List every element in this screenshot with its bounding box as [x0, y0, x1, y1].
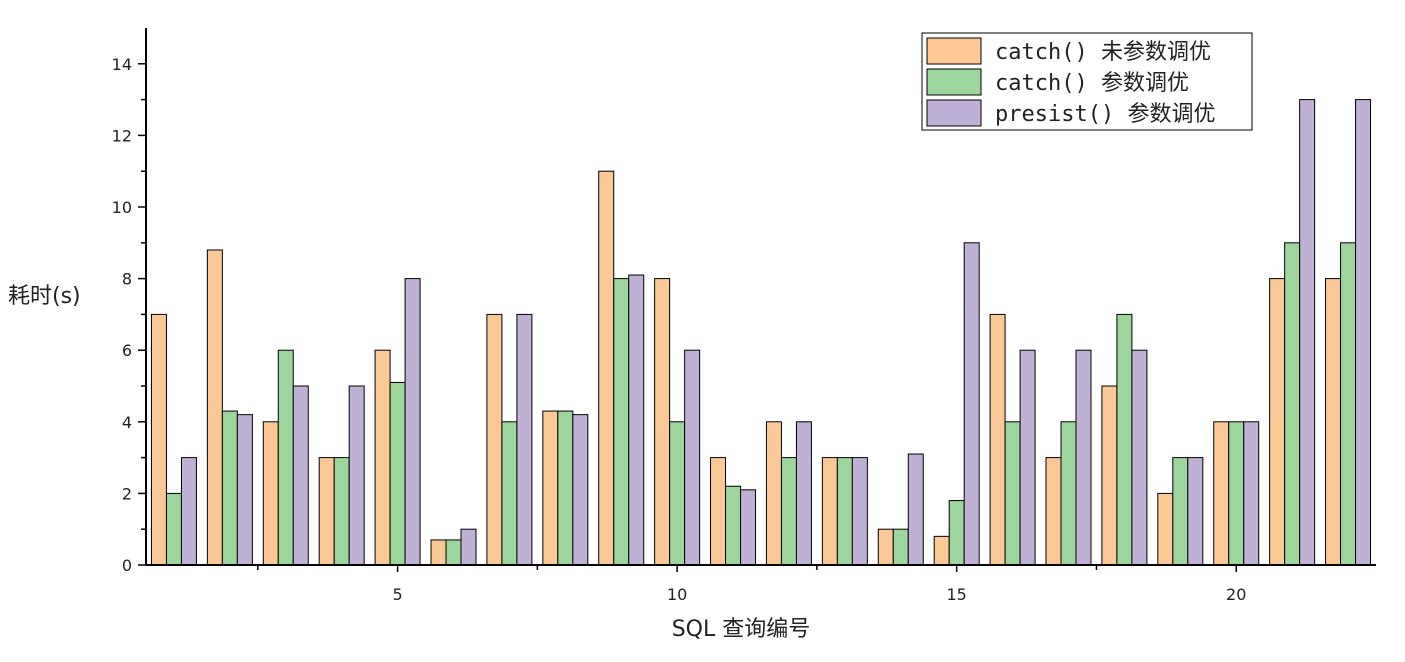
bar-s1-q5 — [374, 349, 391, 566]
bar-s2-q14 — [892, 528, 909, 566]
bar-s3-q16 — [1019, 349, 1036, 566]
y-axis-title: 耗时(s) — [8, 284, 81, 309]
bar-s1-q16 — [989, 313, 1006, 566]
legend-swatch — [926, 68, 982, 96]
bar-s3-q10 — [684, 349, 701, 566]
y-ticks-group: 0 2 4 6 8 10 12 14 — [112, 55, 146, 575]
bar-s1-q9 — [598, 170, 615, 566]
bar-s2-q2 — [221, 410, 238, 566]
y-tick-label: 6 — [122, 341, 132, 360]
legend-swatch — [926, 37, 982, 65]
bar-s2-q10 — [669, 421, 686, 566]
legend-label: catch() 参数调优 — [995, 71, 1189, 96]
bar-s2-q1 — [165, 492, 182, 566]
bar-s3-q4 — [348, 385, 365, 566]
x-ticks-group: 5 10 15 20 — [257, 565, 1246, 604]
bar-s2-q5 — [389, 381, 406, 566]
bar-s3-q3 — [292, 385, 309, 566]
bar-s2-q3 — [277, 349, 294, 566]
bar-s3-q12 — [795, 421, 812, 566]
x-tick-label: 20 — [1226, 585, 1246, 604]
bar-s1-q14 — [877, 528, 894, 566]
bar-s2-q19 — [1172, 457, 1189, 566]
bar-s3-q8 — [572, 414, 589, 566]
bar-s1-q17 — [1045, 457, 1062, 566]
bar-s2-q6 — [445, 539, 462, 566]
bar-s3-q19 — [1187, 457, 1204, 566]
bar-s3-q18 — [1131, 349, 1148, 566]
bar-s1-q21 — [1269, 278, 1286, 566]
y-tick-label: 10 — [112, 198, 132, 217]
bar-s2-q17 — [1060, 421, 1077, 566]
axes-group — [145, 28, 1376, 566]
legend-swatch — [926, 99, 982, 127]
bar-s3-q5 — [404, 278, 421, 566]
bar-s3-q6 — [460, 528, 477, 566]
bar-s1-q10 — [654, 278, 671, 566]
bar-s3-q1 — [180, 457, 197, 566]
bar-s2-q4 — [333, 457, 350, 566]
bar-s2-q12 — [780, 457, 797, 566]
x-tick-label: 10 — [667, 585, 687, 604]
bar-s3-q7 — [516, 313, 533, 566]
legend: catch() 未参数调优 catch() 参数调优 presist() 参数调优 — [921, 32, 1253, 131]
bar-s2-q7 — [501, 421, 518, 566]
bar-s2-q13 — [836, 457, 853, 566]
bar-s3-q15 — [963, 242, 980, 566]
y-tick-label: 14 — [112, 55, 132, 74]
bar-s1-q20 — [1213, 421, 1230, 566]
bar-s1-q12 — [765, 421, 782, 566]
bar-s1-q13 — [821, 457, 838, 566]
bar-s1-q4 — [318, 457, 335, 566]
bar-s3-q21 — [1299, 99, 1316, 566]
bar-s2-q20 — [1228, 421, 1245, 566]
legend-label: presist() 参数调优 — [995, 102, 1215, 127]
x-axis-title: SQL 查询编号 — [672, 617, 811, 642]
bar-s2-q15 — [948, 500, 965, 566]
y-tick-label: 0 — [122, 556, 132, 575]
bar-s3-q20 — [1243, 421, 1260, 566]
bar-s2-q18 — [1116, 313, 1133, 566]
bar-s1-q2 — [206, 249, 223, 566]
bar-s3-q13 — [851, 457, 868, 566]
y-tick-label: 8 — [122, 270, 132, 289]
bar-s3-q11 — [740, 489, 757, 566]
bar-s1-q22 — [1325, 278, 1342, 566]
y-tick-label: 12 — [112, 126, 132, 145]
x-tick-label: 15 — [947, 585, 967, 604]
bar-s2-q8 — [557, 410, 574, 566]
bar-s2-q16 — [1004, 421, 1021, 566]
bar-s2-q22 — [1340, 242, 1357, 566]
bar-s1-q19 — [1157, 492, 1174, 566]
bar-s3-q9 — [628, 274, 645, 566]
bar-s1-q6 — [430, 539, 447, 566]
bar-s3-q2 — [236, 414, 253, 566]
bar-s1-q18 — [1101, 385, 1118, 566]
bar-s1-q11 — [710, 457, 727, 566]
bars-group — [150, 99, 1372, 566]
bar-s1-q7 — [486, 313, 503, 566]
bar-s2-q21 — [1284, 242, 1301, 566]
bar-s1-q3 — [262, 421, 279, 566]
bar-s3-q14 — [907, 453, 924, 566]
x-tick-label: 5 — [392, 585, 402, 604]
bar-s3-q17 — [1075, 349, 1092, 566]
legend-label: catch() 未参数调优 — [995, 40, 1211, 65]
bar-s2-q9 — [613, 278, 630, 566]
bar-s1-q1 — [150, 313, 167, 566]
bar-s2-q11 — [725, 485, 742, 566]
bar-s3-q22 — [1355, 99, 1372, 566]
y-tick-label: 2 — [122, 484, 132, 503]
y-tick-label: 4 — [122, 413, 132, 432]
bar-s1-q15 — [933, 535, 950, 566]
bar-s1-q8 — [542, 410, 559, 566]
